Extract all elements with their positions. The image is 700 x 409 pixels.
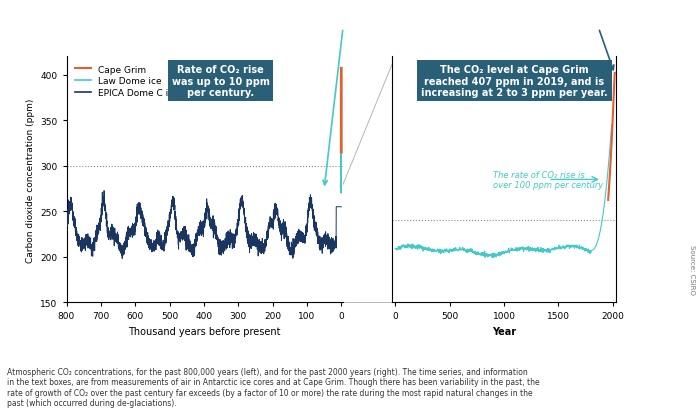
Text: Atmospheric CO₂ concentrations, for the past 800,000 years (left), and for the p: Atmospheric CO₂ concentrations, for the … [7,367,540,407]
Y-axis label: Carbon dioxide concentration (ppm): Carbon dioxide concentration (ppm) [26,98,35,262]
Text: The CO₂ level at Cape Grim
reached 407 ppm in 2019, and is
increasing at 2 to 3 : The CO₂ level at Cape Grim reached 407 p… [421,65,608,98]
X-axis label: Year: Year [492,326,516,336]
Text: Rate of CO₂ rise
was up to 10 ppm
per century.: Rate of CO₂ rise was up to 10 ppm per ce… [172,65,270,98]
Text: The rate of CO₂ rise is
over 100 ppm per century: The rate of CO₂ rise is over 100 ppm per… [493,170,603,190]
X-axis label: Thousand years before present: Thousand years before present [129,326,281,336]
Legend: Cape Grim, Law Dome ice, EPICA Dome C ice: Cape Grim, Law Dome ice, EPICA Dome C ic… [71,62,183,101]
Text: Source: CSIRO: Source: CSIRO [689,245,695,294]
